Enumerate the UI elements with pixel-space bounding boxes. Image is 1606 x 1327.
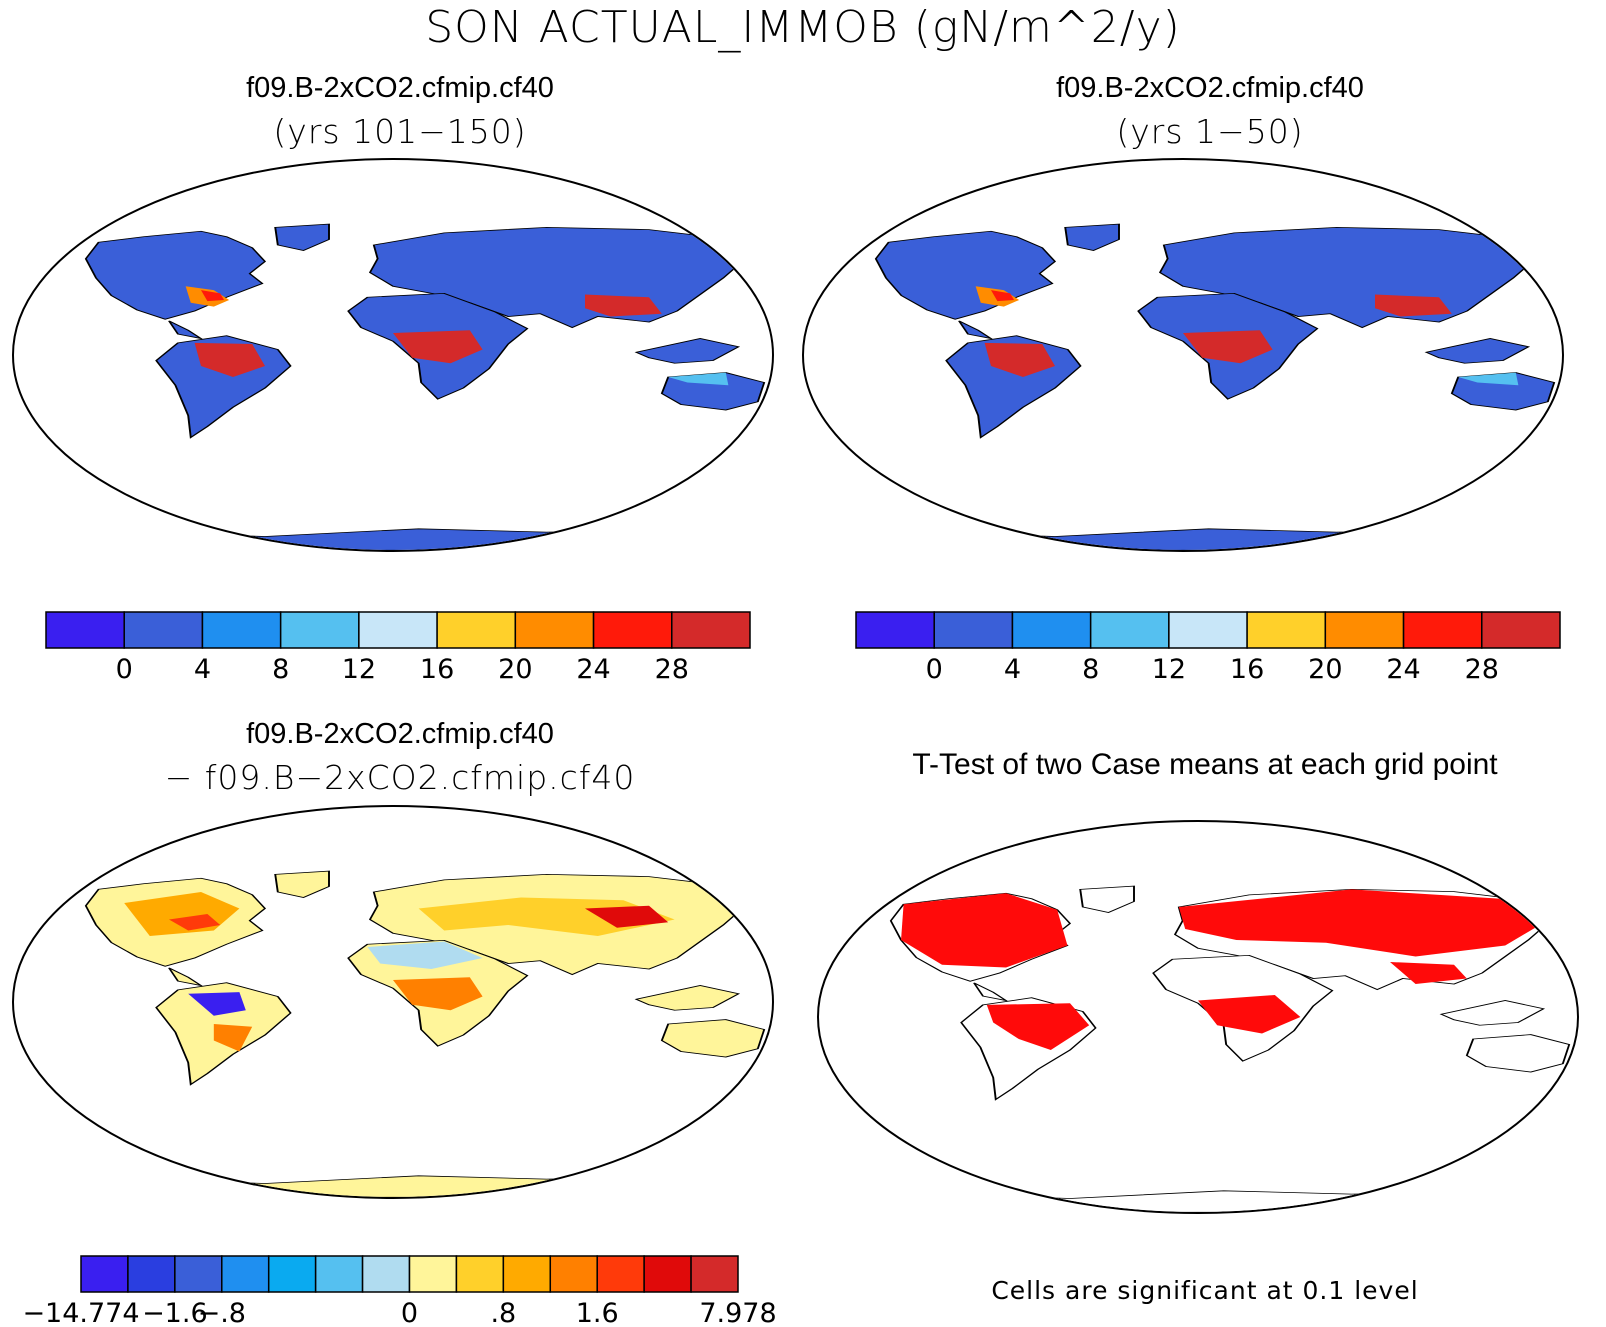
colorbar-panel2-label-5: 20 — [1308, 654, 1342, 685]
colorbar-panel3-cell-7 — [408, 1255, 458, 1293]
colorbar-panel2-label-2: 8 — [1082, 654, 1099, 685]
colorbar-panel1-cell-0 — [45, 611, 125, 649]
colorbar-panel3-cell-3 — [221, 1255, 270, 1293]
colorbar-panel2-label-6: 24 — [1386, 654, 1420, 685]
colorbar-panel2-cell-1 — [933, 611, 1014, 649]
colorbar-panel3-cell-9 — [502, 1255, 552, 1293]
colorbar-panel2-cell-7 — [1402, 611, 1483, 649]
colorbar-panel3-label-5: 1.6 — [576, 1298, 619, 1327]
colorbar-panel2-label-1: 4 — [1004, 654, 1021, 685]
panel3-title: f09.B-2xCO2.cfmip.cf40 — [246, 718, 554, 750]
colorbar-panel1-cell-4 — [358, 611, 438, 649]
panel1-subtitle: (yrs 101−150) — [273, 112, 527, 151]
panel2-title: f09.B-2xCO2.cfmip.cf40 — [1056, 72, 1364, 104]
colorbar-panel1-cell-3 — [279, 611, 360, 649]
colorbar-panel2-label-7: 28 — [1465, 654, 1499, 685]
colorbar-panel1: 0 4 8 12 16 20 24 28 — [45, 611, 751, 685]
colorbar-panel1-label-7: 28 — [655, 654, 689, 685]
colorbar-panel3-cell-12 — [643, 1255, 692, 1293]
colorbar-panel2-cell-0 — [855, 611, 935, 649]
colorbar-panel3-cell-8 — [455, 1255, 505, 1293]
panel2-subtitle: (yrs 1−50) — [1116, 112, 1304, 151]
colorbar-panel2-label-3: 12 — [1152, 654, 1186, 685]
colorbar-panel2-cell-5 — [1246, 611, 1327, 649]
colorbar-panel1-label-2: 8 — [272, 654, 289, 685]
colorbar-panel3-label-3: 0 — [401, 1298, 418, 1327]
colorbar-panel2-cell-8 — [1481, 611, 1561, 649]
map-panel3 — [12, 805, 774, 1199]
colorbar-panel3-cell-6 — [361, 1255, 411, 1293]
colorbar-panel1-cell-5 — [436, 611, 517, 649]
significance-note: Cells are significant at 0.1 level — [991, 1276, 1419, 1305]
colorbar-panel2-label-0: 0 — [926, 654, 943, 685]
colorbar-panel2-cell-4 — [1168, 611, 1248, 649]
colorbar-panel3-cell-1 — [127, 1255, 176, 1293]
map-panel2 — [802, 158, 1564, 552]
colorbar-panel2-label-4: 16 — [1230, 654, 1264, 685]
colorbar-panel3-label-1: −1.6 — [142, 1298, 208, 1327]
colorbar-panel2-cell-3 — [1089, 611, 1170, 649]
colorbar-panel1-label-4: 16 — [420, 654, 454, 685]
figure-title: SON ACTUAL_IMMOB (gN/m^2/y) — [425, 2, 1181, 53]
colorbar-panel3-cell-5 — [314, 1255, 364, 1293]
colorbar-panel1-cell-6 — [514, 611, 595, 649]
colorbar-panel3-cell-11 — [596, 1255, 645, 1293]
colorbar-panel1-label-6: 24 — [576, 654, 610, 685]
panel4-title: T-Test of two Case means at each grid po… — [912, 748, 1498, 781]
colorbar-panel3: −14.774 −1.6−.8 0 .8 1.6 7.978 — [22, 1255, 777, 1327]
colorbar-panel1-cell-7 — [592, 611, 673, 649]
colorbar-panel3-cell-0 — [80, 1255, 129, 1293]
colorbar-panel2: 0 4 8 12 16 20 24 28 — [855, 611, 1561, 685]
colorbar-panel3-cell-10 — [549, 1255, 598, 1293]
colorbar-panel3-cell-4 — [267, 1255, 317, 1293]
colorbar-panel1-label-5: 20 — [498, 654, 532, 685]
map-panel1 — [12, 158, 774, 552]
colorbar-panel3-label-4: .8 — [490, 1298, 516, 1327]
colorbar-panel2-cell-6 — [1324, 611, 1405, 649]
colorbar-panel1-label-3: 12 — [342, 654, 376, 685]
colorbar-panel3-cell-13 — [690, 1255, 739, 1293]
colorbar-panel3-label-2: −.8 — [198, 1298, 246, 1327]
colorbar-panel1-cell-8 — [671, 611, 751, 649]
colorbar-panel1-label-1: 4 — [194, 654, 211, 685]
colorbar-panel1-label-0: 0 — [116, 654, 133, 685]
colorbar-panel1-cell-2 — [201, 611, 282, 649]
panel3-subtitle: − f09.B−2xCO2.cfmip.cf40 — [164, 758, 636, 797]
panel1-title: f09.B-2xCO2.cfmip.cf40 — [246, 72, 554, 104]
colorbar-panel3-label-6: 7.978 — [699, 1298, 776, 1327]
colorbar-panel2-cell-2 — [1011, 611, 1092, 649]
colorbar-panel1-cell-1 — [123, 611, 204, 649]
colorbar-panel3-cell-2 — [174, 1255, 223, 1293]
colorbar-panel3-label-0: −14.774 — [22, 1298, 139, 1327]
map-panel4 — [817, 820, 1579, 1214]
